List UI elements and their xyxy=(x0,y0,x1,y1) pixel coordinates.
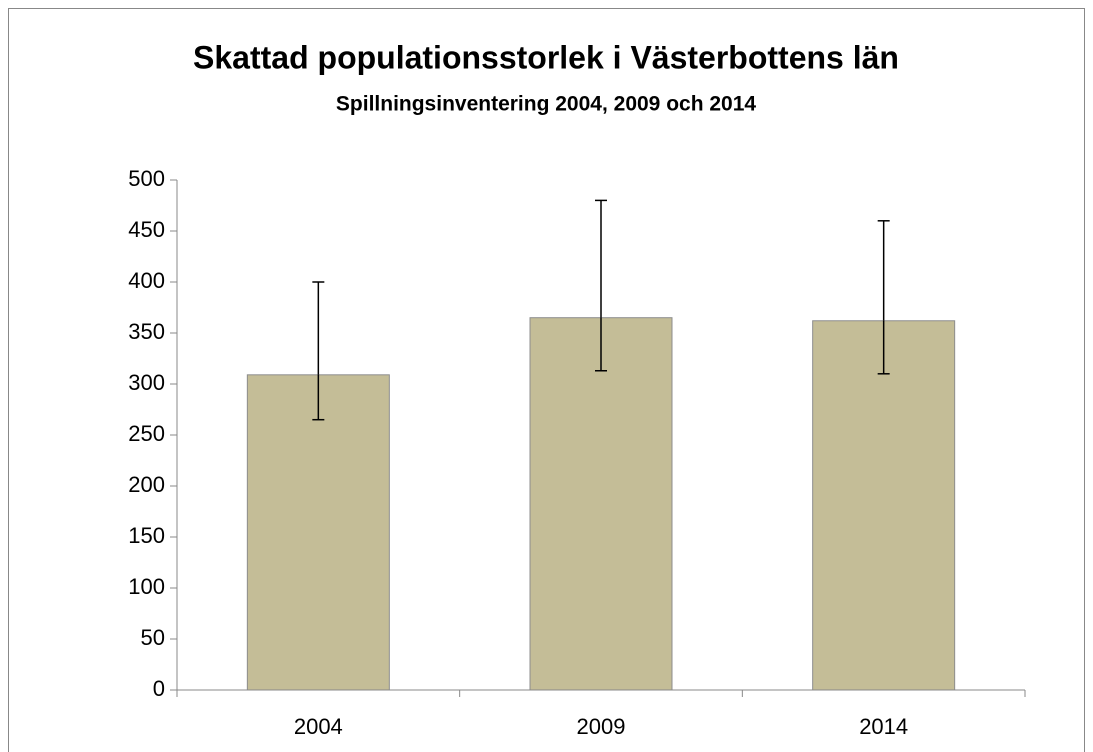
x-tick-label: 2014 xyxy=(859,714,908,739)
y-tick-label: 100 xyxy=(128,574,165,599)
chart-title: Skattad populationsstorlek i Västerbotte… xyxy=(193,39,899,75)
y-tick-label: 0 xyxy=(153,676,165,701)
chart-subtitle: Spillningsinventering 2004, 2009 och 201… xyxy=(336,93,756,116)
y-tick-label: 400 xyxy=(128,268,165,293)
bar xyxy=(529,317,673,691)
y-tick-label: 50 xyxy=(141,625,165,650)
y-tick-label: 300 xyxy=(128,370,165,395)
y-tick-label: 200 xyxy=(128,472,165,497)
y-tick-label: 150 xyxy=(128,523,165,548)
bar xyxy=(812,320,956,691)
x-tick-label: 2009 xyxy=(577,714,626,739)
y-tick-label: 250 xyxy=(128,421,165,446)
y-tick-label: 500 xyxy=(128,166,165,191)
bar xyxy=(246,374,390,691)
y-tick-label: 350 xyxy=(128,319,165,344)
y-tick-label: 450 xyxy=(128,217,165,242)
x-tick-label: 2004 xyxy=(294,714,343,739)
